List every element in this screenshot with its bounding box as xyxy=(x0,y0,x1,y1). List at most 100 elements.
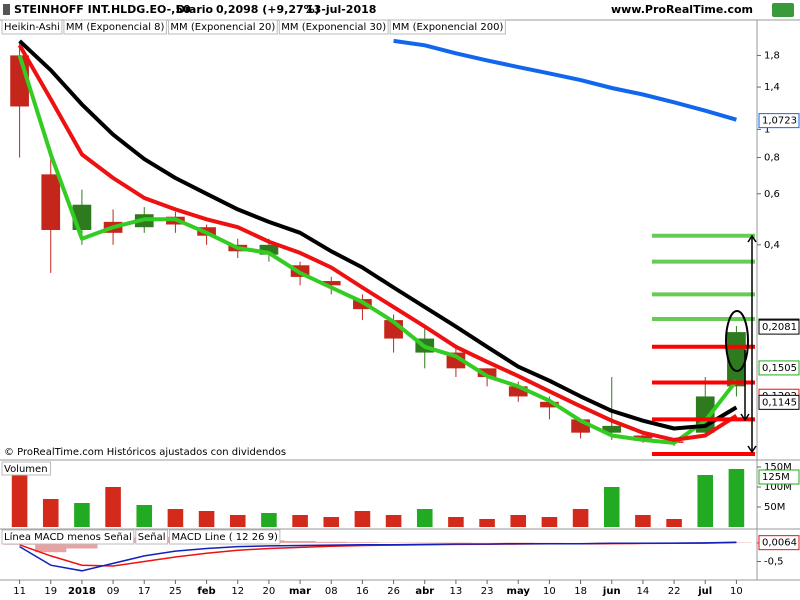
volume-bar xyxy=(479,519,495,527)
last-price: 0,2098 (+9,27%) xyxy=(216,3,320,16)
window-button[interactable] xyxy=(772,3,794,17)
price-marker-box xyxy=(758,113,800,129)
legend-box xyxy=(167,19,278,35)
x-tick-label: 12 xyxy=(231,586,244,597)
x-tick-label: mar xyxy=(289,586,311,597)
volume-bar xyxy=(354,511,371,527)
volume-bar xyxy=(323,517,340,527)
price-marker-label: 0,2081 xyxy=(762,322,797,333)
moving-average xyxy=(18,39,738,431)
volume-bar xyxy=(229,515,246,527)
candle-body xyxy=(259,244,279,255)
y-tick-label: 1,4 xyxy=(764,82,780,93)
x-tick-label: jul xyxy=(697,586,712,597)
moving-average xyxy=(17,54,738,445)
x-tick-label: jun xyxy=(602,586,621,597)
volume-bar xyxy=(510,515,527,527)
x-tick-label: abr xyxy=(415,586,434,597)
legend-box xyxy=(278,19,389,35)
volume-bar xyxy=(603,487,620,527)
y-tick-label: 150M xyxy=(764,462,792,473)
macd-histogram xyxy=(315,541,347,543)
legend-box xyxy=(63,19,167,35)
candle-body xyxy=(321,281,341,286)
legend-box xyxy=(135,529,169,545)
y-tick-label: -0,5 xyxy=(764,557,784,568)
legend-box xyxy=(1,529,135,545)
site: www.ProRealTime.com xyxy=(611,3,753,16)
candle-body xyxy=(508,386,528,397)
plot-layer: Heikin-Ashi MM (Exponencial 8) MM (Exponen… xyxy=(1,19,800,597)
volume-bar xyxy=(74,503,90,527)
candle-body xyxy=(727,332,746,387)
legend-entry: Señal xyxy=(138,532,166,543)
legend-entry: Heikin-Ashi xyxy=(4,22,60,33)
macd-histogram xyxy=(346,542,378,543)
price-marker-label: 0,0064 xyxy=(762,538,797,549)
y-tick-label: 1,8 xyxy=(764,50,780,61)
y-tick-label: 0,4 xyxy=(764,240,780,251)
volume-bar xyxy=(416,509,433,527)
price-marker-box xyxy=(758,360,800,376)
x-tick-label: 2018 xyxy=(68,586,96,597)
annotation-arrows xyxy=(740,234,757,454)
volume-bar xyxy=(198,511,215,527)
y-tick-label: 50M xyxy=(764,502,785,513)
volume-bar xyxy=(385,515,402,527)
macd-line xyxy=(19,541,737,572)
x-tick-label: 10 xyxy=(543,586,556,597)
period: Diario xyxy=(176,3,214,16)
x-tick-label: 13 xyxy=(450,586,463,597)
price-marker-label: 0,1505 xyxy=(762,363,797,374)
x-tick-label: 09 xyxy=(107,586,120,597)
volume-bar xyxy=(572,509,589,527)
price-marker-label: 0,1145 xyxy=(762,397,797,408)
volume-bar xyxy=(261,513,277,527)
header-icon xyxy=(3,4,10,15)
x-tick-label: 11 xyxy=(13,586,26,597)
volume-bar xyxy=(448,517,464,527)
footnote: © ProRealTime.com Históricos ajustados c… xyxy=(4,446,286,458)
date: 13-jul-2018 xyxy=(306,3,376,16)
volume-bar xyxy=(697,475,714,527)
price-marker-box xyxy=(758,394,800,410)
x-tick-label: 26 xyxy=(387,586,400,597)
panel-title: Volumen xyxy=(4,464,48,475)
volume-bar xyxy=(728,469,745,527)
instrument-title: STEINHOFF INT.HLDG.EO-,50 xyxy=(14,3,191,16)
x-tick-label: 10 xyxy=(730,586,743,597)
macd-histogram xyxy=(66,542,98,549)
legend-box xyxy=(169,529,281,545)
volume-bar xyxy=(42,499,59,527)
candle-body xyxy=(633,435,653,439)
candle-body xyxy=(602,425,622,433)
volume-bar xyxy=(105,487,121,527)
panel-title-box xyxy=(1,461,52,476)
y-tick-label: 0,6 xyxy=(764,189,780,200)
candle-body xyxy=(540,401,559,408)
volume-bar xyxy=(541,517,558,527)
x-tick-label: 08 xyxy=(325,586,338,597)
x-tick-label: 14 xyxy=(637,586,650,597)
annotation-ellipse xyxy=(725,310,749,372)
x-tick-label: 16 xyxy=(356,586,369,597)
x-tick-label: 22 xyxy=(668,586,681,597)
price-marker-label: 1,0723 xyxy=(762,116,797,127)
legend-entry: MM (Exponencial 8) xyxy=(66,22,165,33)
x-tick-label: feb xyxy=(197,586,215,597)
legend-entry: MM (Exponencial 30) xyxy=(281,22,386,33)
macd-histogram xyxy=(284,541,316,543)
volume-bar xyxy=(635,515,651,527)
price-marker-box xyxy=(758,319,800,335)
legend-box xyxy=(389,19,506,35)
x-tick-label: 25 xyxy=(169,586,182,597)
y-tick-label: 100M xyxy=(764,482,792,493)
y-tick-label: 0,8 xyxy=(764,153,780,164)
legend-box xyxy=(1,19,63,35)
legend-entry: Línea MACD menos Señal xyxy=(4,531,132,543)
candle-body xyxy=(41,174,61,230)
volume-bar xyxy=(167,509,184,527)
legend-entry: MM (Exponencial 200) xyxy=(392,22,503,33)
